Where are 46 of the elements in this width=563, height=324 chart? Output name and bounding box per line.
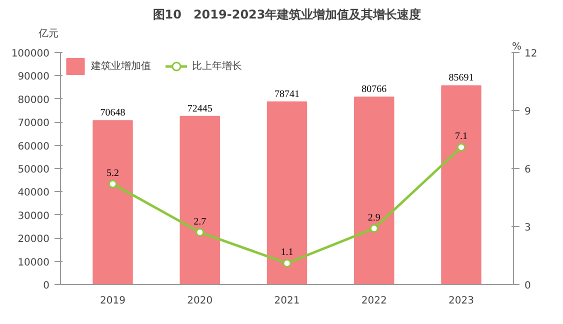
y-tick-label: 70000: [18, 118, 50, 130]
y2-tick-label: 0: [524, 280, 531, 292]
bar: [354, 96, 394, 284]
data-label: 1.1: [280, 247, 294, 258]
y-tick-label: 30000: [18, 210, 50, 222]
data-label: 80766: [362, 84, 387, 96]
y2-tick-label: 6: [524, 164, 531, 176]
y2-tick-label: 9: [524, 106, 531, 118]
y-tick-label: 90000: [18, 72, 50, 83]
y-tick-label: 80000: [18, 94, 50, 106]
point: [108, 180, 118, 188]
data-label: 72445: [187, 103, 212, 114]
point: [196, 228, 204, 237]
bar: [180, 116, 220, 284]
y2-tick-label: 3: [524, 222, 531, 234]
bar: [266, 101, 308, 284]
y-tick-label: 100000: [11, 48, 50, 60]
x-tick-label: 2020: [187, 296, 213, 306]
point: [370, 224, 378, 233]
legend-label: 比上年增长: [192, 60, 242, 73]
x-tick-label: 2023: [448, 296, 474, 306]
data-label: 78741: [274, 88, 300, 100]
x-tick-label: 2021: [274, 296, 300, 306]
y-tick-label: 20000: [18, 234, 50, 246]
bar: [92, 120, 133, 284]
data-label: 70648: [100, 108, 126, 119]
y2-tick-label: 12: [524, 48, 538, 60]
data-label: 2.7: [194, 216, 206, 228]
x-tick-label: 2019: [100, 296, 126, 306]
data-label: 85691: [448, 72, 474, 84]
legend-label: 建筑业增加值: [91, 60, 151, 73]
chart-title: 图10 2019-2023年建筑业增加值及其增长速度: [152, 8, 422, 22]
point: [456, 142, 466, 152]
y-tick-label: 50000: [18, 164, 50, 176]
bar: [441, 85, 482, 284]
point: [282, 258, 292, 268]
x-tick-label: 2022: [361, 296, 387, 306]
y-axis-title: 亿元: [38, 28, 58, 40]
y-tick-label: 10000: [18, 257, 50, 268]
data-label: 5.2: [106, 168, 120, 179]
data-label: 7.1: [454, 131, 468, 142]
y-tick-label: 0: [43, 280, 50, 292]
y-tick-label: 40000: [18, 188, 50, 199]
y-tick-label: 60000: [18, 141, 50, 152]
data-label: 2.9: [368, 212, 380, 224]
y2-axis-title: %: [512, 42, 522, 52]
